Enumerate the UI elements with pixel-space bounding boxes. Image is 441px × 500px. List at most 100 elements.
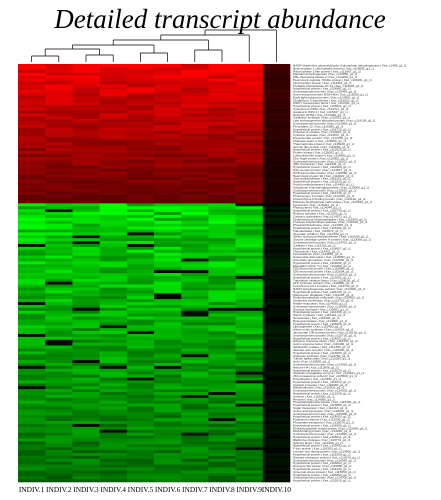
heatmap-cells [18,64,291,483]
heatmap-cell [181,145,209,149]
heatmap-cell [154,101,182,105]
heatmap-cell [18,223,46,227]
heatmap-cell [262,458,291,462]
row-label: Aspartic protease | Kaz_c118060_g1_i1 [293,383,348,387]
heatmap-cell [18,162,46,166]
heatmap-cell [72,333,100,338]
heatmap-cell [235,339,264,343]
heatmap-cell [154,206,182,210]
heatmap-cell [154,351,182,355]
heatmap-cell [72,423,100,428]
heatmap-cell [45,75,73,79]
heatmap-cell [18,470,46,474]
heatmap-cell [126,304,155,309]
heatmap-cell [18,400,46,404]
heatmap-cell [72,267,100,271]
heatmap-cell [181,220,209,224]
heatmap-cell [262,281,291,285]
heatmap-cell [99,455,128,460]
heatmap-cell [208,313,236,317]
heatmap-cell [235,281,264,285]
heatmap-cell [235,383,264,387]
heatmap-cell [45,255,73,259]
heatmap-cell [126,209,155,213]
heatmap-cell [208,438,236,442]
heatmap-cell [126,246,155,251]
heatmap-cell [18,84,46,88]
heatmap-cell [126,307,155,312]
heatmap-cell [99,418,128,422]
heatmap-cell [208,113,236,117]
heatmap-cell [126,392,155,396]
heatmap-cell [235,302,264,306]
heatmap-cell [45,116,73,120]
heatmap-cell [208,473,236,477]
heatmap-cell [154,177,182,181]
heatmap-cell [235,107,264,111]
heatmap-cell [235,357,264,361]
heatmap-cell [45,95,73,100]
heatmap-cell [72,107,100,111]
heatmap-cell [208,185,236,190]
heatmap-cell [18,418,46,422]
heatmap-cell [181,380,209,384]
heatmap-cell [208,139,236,143]
heatmap-cell [235,116,264,120]
heatmap-cell [99,331,128,335]
heatmap-cell [154,296,182,300]
heatmap-cell [45,84,73,88]
row-label: Peroxiredoxin | Kaz_c113650_g1_i1 [293,252,343,256]
heatmap-cell [126,470,155,474]
heatmap-cell [262,229,291,233]
heatmap-cell [72,296,100,300]
row-label: Hypothetical protein | Kaz_c113880_g1_i1 [293,403,351,407]
heatmap-cell [18,200,46,204]
heatmap-cell [72,113,100,117]
heatmap-cell [154,406,182,410]
heatmap-cell [181,177,209,181]
row-label: Uncharacterized protein | Kaz_c118090_g1… [293,304,357,308]
heatmap-cell [18,287,46,291]
heatmap-cell [45,406,73,410]
row-label: Ferredoxin | Kaz_c115201_g1_i1 [293,203,339,207]
heatmap-cell [235,101,264,105]
heatmap-cell [208,275,236,280]
heatmap-cell [72,371,100,375]
heatmap-cell [99,119,128,123]
heatmap-cell [18,421,46,425]
heatmap-cell [72,397,100,402]
heatmap-cell [262,119,291,123]
heatmap-cell [72,183,100,187]
heatmap-cell [18,438,46,442]
heatmap-cell [18,64,46,68]
heatmap-cell [18,394,46,399]
heatmap-cell [72,142,100,146]
heatmap-cell [235,84,264,88]
heatmap-cell [181,252,209,256]
heatmap-cell [181,69,209,74]
heatmap-cell [45,394,73,399]
heatmap-cell [181,110,209,114]
heatmap-cell [235,177,264,181]
heatmap-cell [72,322,100,326]
heatmap-cell [154,241,182,245]
heatmap-cell [181,389,209,393]
heatmap-cell [154,220,182,224]
heatmap-cell [126,360,155,364]
heatmap-cell [72,374,100,378]
heatmap-cell [72,307,100,312]
heatmap-cell [99,238,128,242]
heatmap-cell [18,119,46,123]
heatmap-cell [181,293,209,297]
heatmap-cell [18,127,46,132]
heatmap-cell [126,290,155,294]
row-label: Hypothetical protein | Kaz_c116730_g1_i1 [293,209,351,213]
heatmap-cell [99,153,128,158]
row-label: Hypothetical protein | Kaz_c114909_g1_i1 [293,165,351,169]
heatmap-cell [235,249,264,253]
heatmap-cell [18,345,46,349]
row-label: Dehydrin DHN1 | Kaz_c113330_g1_i1 [293,113,345,117]
heatmap-cell [154,200,182,204]
heatmap-cell [18,336,46,341]
heatmap-cell [262,246,291,251]
